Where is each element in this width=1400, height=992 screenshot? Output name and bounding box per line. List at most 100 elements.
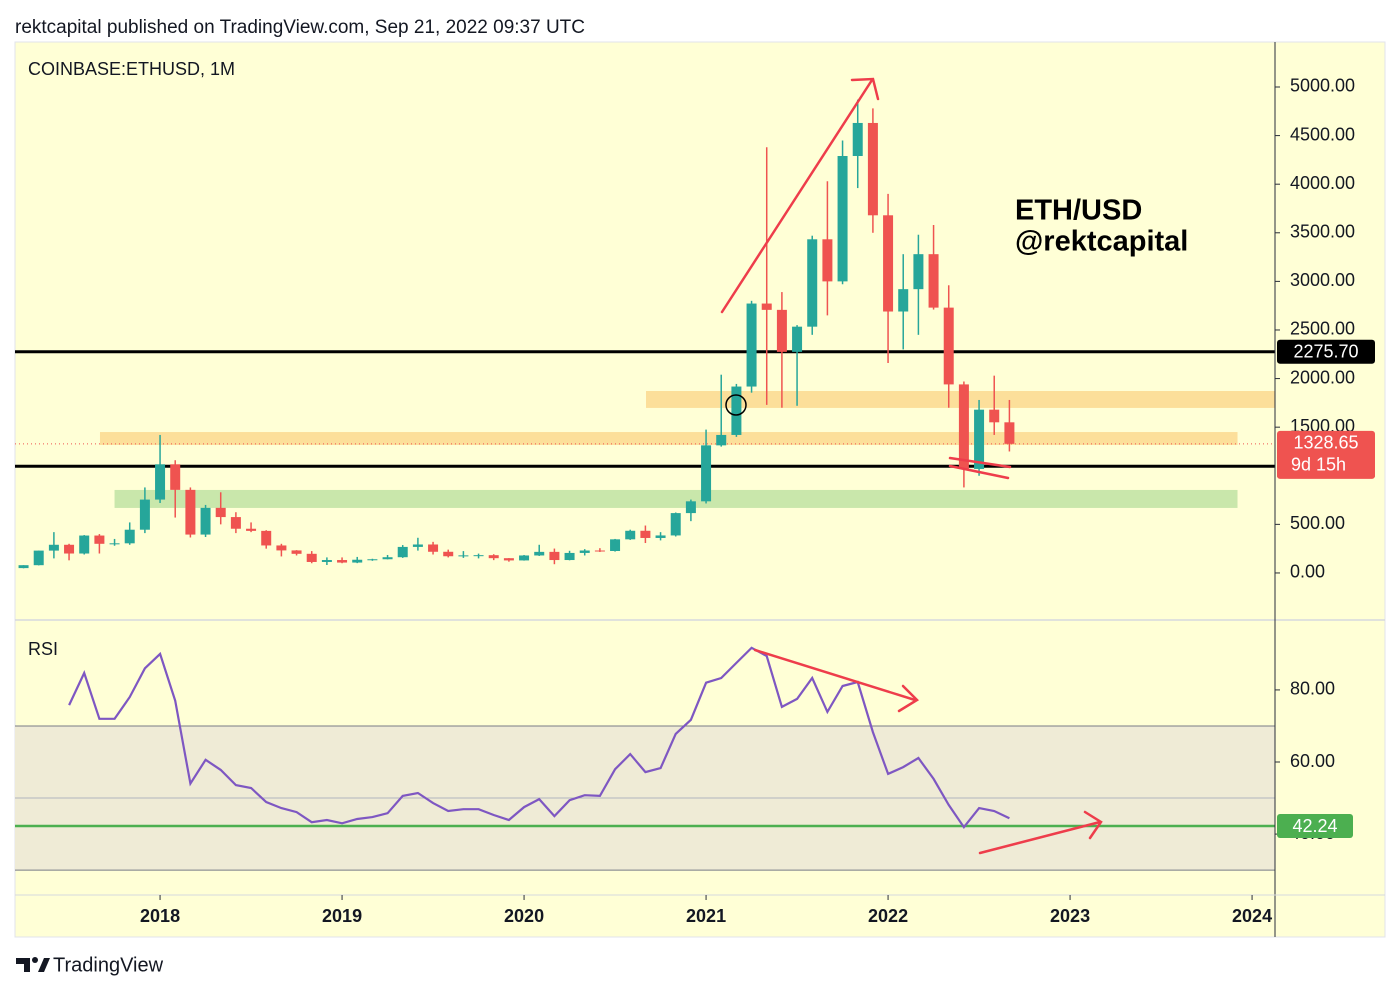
last-price-label: 1328.65: [1293, 433, 1358, 453]
candle-body: [428, 544, 439, 552]
candle-body: [625, 530, 636, 540]
candle-body: [458, 555, 469, 557]
candle-body: [337, 560, 348, 563]
y-tick-label: 2000.00: [1290, 367, 1355, 387]
x-tick-label: 2018: [140, 906, 180, 926]
logo-mark: [16, 958, 30, 972]
arrow: [753, 648, 917, 702]
candle-body: [473, 555, 484, 557]
candle-body: [776, 309, 787, 352]
rsi-level-label: 42.24: [1292, 816, 1337, 836]
level-price-box: [1277, 339, 1375, 364]
wedge-line: [948, 456, 1012, 469]
candle-body: [792, 326, 803, 352]
candle-body: [610, 539, 621, 551]
arrow-head: [1083, 810, 1103, 840]
candle-body: [503, 558, 514, 561]
y-tick-label: 80.00: [1290, 679, 1335, 699]
last-price-box: [1277, 430, 1375, 479]
drawn-arrows: [720, 77, 1103, 855]
x-tick-label: 2023: [1050, 906, 1090, 926]
y-tick-label: 4500.00: [1290, 124, 1355, 144]
candle-body: [640, 530, 651, 538]
axis-labels: 0.00500.001500.002000.002500.003000.0035…: [140, 76, 1375, 926]
candle-body: [746, 303, 757, 387]
candle-body: [701, 445, 712, 502]
candle-body: [306, 553, 317, 562]
candle-body: [170, 464, 181, 490]
candle-body: [139, 499, 150, 530]
arrow-head: [850, 77, 880, 101]
candle-body: [564, 552, 575, 561]
candle-body: [109, 543, 120, 545]
y-tick-label: 2500.00: [1290, 319, 1355, 339]
candle-body: [549, 551, 560, 561]
candle-body: [655, 535, 666, 538]
candle-body: [215, 507, 226, 518]
candle-body: [33, 550, 44, 566]
footer-brand: TradingView: [53, 954, 164, 976]
candle-body: [807, 239, 818, 327]
logo-mark: [32, 957, 38, 963]
x-tick-label: 2022: [868, 906, 908, 926]
publish-header: rektcapital published on TradingView.com…: [15, 17, 585, 38]
candle-body: [276, 545, 287, 551]
candle-body: [898, 289, 909, 312]
candle-body: [397, 546, 408, 558]
candle-body: [883, 215, 894, 312]
zone: [114, 489, 1238, 508]
candle-body: [579, 550, 590, 553]
candle-body: [367, 559, 378, 561]
y-tick-label: 60.00: [1290, 751, 1335, 771]
candle-body: [488, 555, 499, 559]
candle-body: [246, 528, 257, 531]
candle-body: [852, 122, 863, 157]
candle-body: [124, 529, 135, 544]
candle-body: [731, 386, 742, 435]
candle-body: [382, 557, 393, 560]
candle-body: [685, 501, 696, 514]
rsi-panel: [15, 646, 1275, 871]
candle-body: [1004, 422, 1015, 444]
rsi-line: [68, 646, 1010, 830]
y-tick-label: 5000.00: [1290, 76, 1355, 96]
candle-body: [48, 544, 59, 551]
candle-body: [230, 517, 241, 529]
wedge-line: [948, 464, 1010, 480]
countdown-label: 9d 15h: [1291, 455, 1346, 475]
candle-body: [291, 550, 302, 554]
circle-marker: [725, 394, 747, 416]
y-tick-label: 3500.00: [1290, 222, 1355, 242]
candle-body: [670, 513, 681, 536]
zone: [99, 432, 1238, 445]
level-price-label: 2275.70: [1293, 342, 1358, 362]
candle-body: [185, 489, 196, 535]
candle-body: [837, 156, 848, 282]
x-tick-label: 2020: [504, 906, 544, 926]
x-tick-label: 2019: [322, 906, 362, 926]
candle-body: [79, 535, 90, 554]
candle-body: [261, 530, 272, 546]
arrow: [720, 78, 874, 314]
candle-body: [443, 551, 454, 557]
candle-body: [989, 409, 1000, 423]
y-tick-label: 3000.00: [1290, 270, 1355, 290]
candle-body: [519, 555, 530, 561]
candle-body: [958, 384, 969, 469]
candle-body: [200, 507, 211, 535]
candle-body: [761, 303, 772, 310]
candle-body: [928, 254, 939, 308]
candle-body: [913, 254, 924, 290]
candle-body: [974, 409, 985, 469]
candle-body: [155, 464, 166, 500]
y-tick-label: 4000.00: [1290, 173, 1355, 193]
annotation: ETH/USD: [1015, 195, 1142, 227]
annotation: @rektcapital: [1015, 226, 1188, 258]
y-tick-label: 500.00: [1290, 513, 1345, 533]
candle-body: [822, 239, 833, 282]
price-panel: [15, 99, 1275, 569]
y-tick-label: 0.00: [1290, 562, 1325, 582]
candle-body: [943, 307, 954, 385]
candle-body: [352, 559, 363, 563]
